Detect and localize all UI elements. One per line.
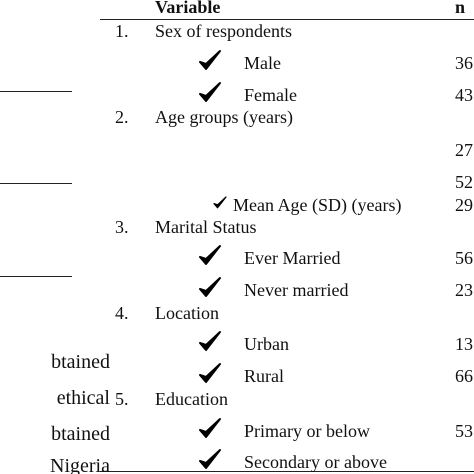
row-label: Rural — [244, 366, 284, 386]
header-variable: Variable — [155, 0, 221, 17]
check-icon — [213, 196, 227, 209]
check-icon — [199, 418, 221, 438]
paragraph-text: Nigeria — [50, 455, 110, 474]
rule — [0, 276, 72, 277]
paragraph-text: btained — [51, 423, 110, 445]
check-icon — [199, 82, 221, 102]
row-label: Urban — [244, 334, 289, 354]
row-number: 2. — [115, 107, 129, 127]
row-label: Mean Age (SD) (years) — [233, 195, 402, 215]
row-n: 29 — [455, 195, 473, 215]
row-n: 27 — [455, 140, 473, 160]
row-label: Never married — [244, 280, 349, 300]
check-icon — [199, 449, 221, 469]
row-number: 4. — [115, 303, 129, 323]
header-rule — [100, 19, 474, 20]
paragraph-text: ethical — [56, 387, 110, 409]
row-n: 53 — [455, 421, 473, 441]
row-label: Female — [244, 85, 297, 105]
check-icon — [199, 245, 221, 265]
row-label: Secondary or above — [244, 452, 387, 472]
row-label: Ever Married — [244, 248, 341, 268]
rule — [0, 91, 72, 92]
row-label: Education — [155, 389, 228, 409]
row-label: Male — [244, 53, 281, 73]
row-number: 5. — [115, 389, 129, 409]
check-icon — [199, 277, 221, 297]
check-icon — [199, 363, 221, 383]
row-label: Primary or below — [244, 421, 370, 441]
rule — [0, 183, 72, 184]
row-n: 43 — [455, 85, 473, 105]
check-icon — [199, 50, 221, 70]
row-n: 36 — [455, 53, 473, 73]
row-label: Location — [155, 303, 219, 323]
check-icon — [199, 331, 221, 351]
row-label: Sex of respondents — [155, 21, 292, 41]
row-n: 52 — [455, 172, 473, 192]
row-number: 1. — [115, 21, 129, 41]
header-n: n — [455, 0, 466, 17]
row-n: 56 — [455, 248, 473, 268]
row-n: 66 — [455, 366, 473, 386]
paragraph-text: btained — [51, 351, 110, 373]
row-n: 13 — [455, 334, 473, 354]
row-n: 23 — [455, 280, 473, 300]
row-number: 3. — [115, 217, 129, 237]
row-label: Marital Status — [155, 217, 257, 237]
row-label: Age groups (years) — [155, 107, 293, 127]
bottom-rule — [100, 471, 474, 472]
